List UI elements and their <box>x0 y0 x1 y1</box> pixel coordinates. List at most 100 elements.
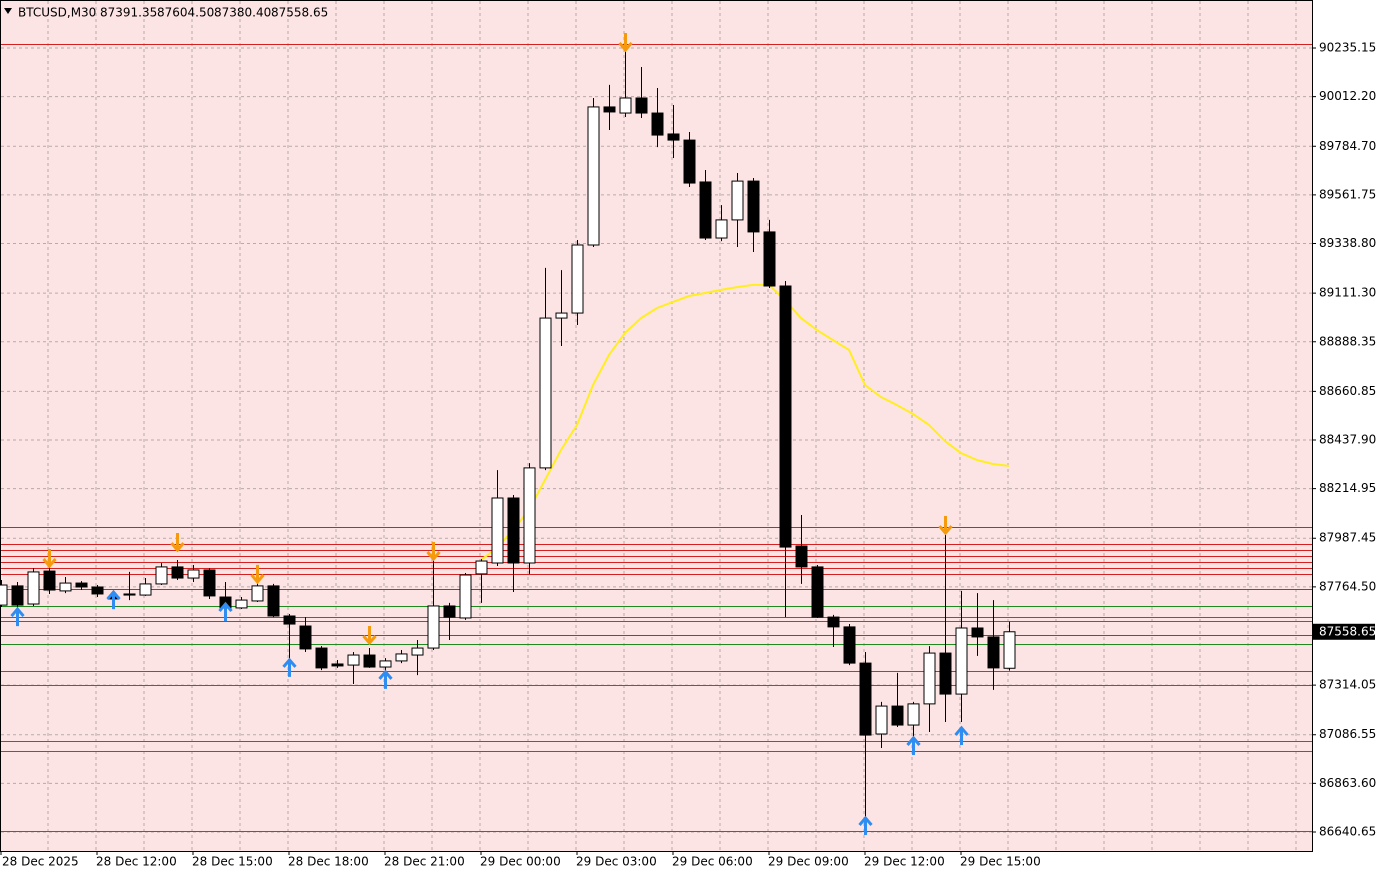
candle-body-down <box>747 180 760 233</box>
candle-body-up <box>523 467 536 564</box>
y-tick-label: 89338.80 <box>1319 236 1376 250</box>
candle-body-up <box>139 583 152 596</box>
candle-body-down <box>331 663 344 667</box>
candle-body-up <box>715 219 728 239</box>
price-tag-label: 87558.65 <box>1319 624 1376 638</box>
candle-body-up <box>491 497 504 564</box>
candle-body-up <box>619 97 632 114</box>
candle-body-down <box>203 569 216 597</box>
candle-body-up <box>555 312 568 319</box>
candle-body-down <box>43 570 56 591</box>
y-tick-label: 87987.45 <box>1319 531 1376 545</box>
header-value: 87391.35 <box>100 6 157 20</box>
y-tick-label: 90235.15 <box>1319 41 1376 55</box>
candle-body-down <box>699 181 712 239</box>
candle-body-down <box>971 627 984 638</box>
buy-arrow <box>954 725 969 745</box>
candle-body-down <box>987 636 1000 669</box>
candle-body-down <box>363 654 376 668</box>
y-tick-label: 89561.75 <box>1319 187 1376 201</box>
candle-body-down <box>827 616 840 628</box>
candle-body-down <box>763 231 776 287</box>
candle-body-up <box>395 653 408 662</box>
y-tick-label: 86863.60 <box>1319 776 1376 790</box>
x-tick-label: 28 Dec 21:00 <box>384 855 465 869</box>
candle-body-up <box>27 571 40 605</box>
candle-body-down <box>11 585 24 606</box>
candle-body-up <box>155 566 168 585</box>
plot-area <box>0 0 1313 852</box>
candle-body-down <box>267 585 280 617</box>
buy-arrow <box>906 735 921 755</box>
sell-arrow <box>426 541 441 562</box>
sell-arrow <box>42 548 57 569</box>
moving-average <box>480 283 1010 561</box>
y-tick-label: 86640.65 <box>1319 824 1376 838</box>
x-tick-label: 29 Dec 09:00 <box>768 855 849 869</box>
header-value: 87380.40 <box>214 6 271 20</box>
candle-body-up <box>539 317 552 469</box>
candle-body-down <box>283 615 296 625</box>
candle-body-down <box>939 652 952 695</box>
y-tick-label: 90012.20 <box>1319 89 1376 103</box>
sell-arrow <box>618 32 633 53</box>
candle-body-down <box>507 497 520 564</box>
price-tag <box>1313 623 1375 640</box>
x-tick-label: 29 Dec 15:00 <box>960 855 1041 869</box>
candle-body-down <box>811 566 824 618</box>
y-tick-label: 87314.05 <box>1319 678 1376 692</box>
candle-body-up <box>955 627 968 695</box>
candle-body-down <box>443 605 456 618</box>
candle-body-down <box>859 662 872 736</box>
header-value: 87558.65 <box>271 6 328 20</box>
y-tick-label: 89111.30 <box>1319 286 1376 300</box>
x-tick-label: 28 Dec 18:00 <box>288 855 369 869</box>
candle-body-up <box>0 584 8 606</box>
candle-body-up <box>875 705 888 735</box>
marks <box>0 32 1016 836</box>
candle-body-down <box>667 133 680 141</box>
buy-arrow <box>858 815 873 836</box>
x-tick-label: 29 Dec 12:00 <box>864 855 945 869</box>
y-tick-label: 87764.50 <box>1319 579 1376 593</box>
menu-triangle[interactable] <box>4 8 12 14</box>
candle-body-up <box>235 599 248 609</box>
candle-body-up <box>923 652 936 705</box>
candle-body-down <box>315 647 328 669</box>
candle-body-up <box>731 180 744 221</box>
buy-arrow <box>10 606 25 627</box>
candle-body-down <box>75 582 88 588</box>
y-tick-label: 88437.90 <box>1319 433 1376 447</box>
y-tick-label: 89784.70 <box>1319 139 1376 153</box>
buy-arrow <box>282 657 297 677</box>
y-tick-label: 87086.55 <box>1319 727 1376 741</box>
candle-body-down <box>299 625 312 650</box>
y-tick-label: 88214.95 <box>1319 481 1376 495</box>
buy-arrow <box>218 601 233 622</box>
candle-body-down <box>91 586 104 595</box>
sell-arrow <box>362 625 377 646</box>
candle-body-up <box>187 569 200 579</box>
candle-body-down <box>683 139 696 184</box>
y-tick-label: 88888.35 <box>1319 334 1376 348</box>
candle-body-up <box>427 605 440 649</box>
y-tick-label: 88660.85 <box>1319 384 1376 398</box>
x-tick-label: 29 Dec 06:00 <box>672 855 753 869</box>
sell-arrow <box>938 516 953 536</box>
candle-body-down <box>843 626 856 664</box>
candle-body-up <box>587 106 600 246</box>
buy-arrow <box>378 669 393 689</box>
x-tick-label: 29 Dec 00:00 <box>480 855 561 869</box>
candle-body-down <box>651 112 664 136</box>
candle-body-up <box>459 574 472 619</box>
header-value: 87604.50 <box>157 6 214 20</box>
x-tick-label: 29 Dec 03:00 <box>576 855 657 869</box>
x-tick-label: 28 Dec 15:00 <box>192 855 273 869</box>
buy-arrow <box>106 589 121 610</box>
levels <box>1 44 1312 832</box>
candle-body-down <box>603 106 616 113</box>
candle-body-up <box>59 582 72 592</box>
candle-body-up <box>907 703 920 726</box>
